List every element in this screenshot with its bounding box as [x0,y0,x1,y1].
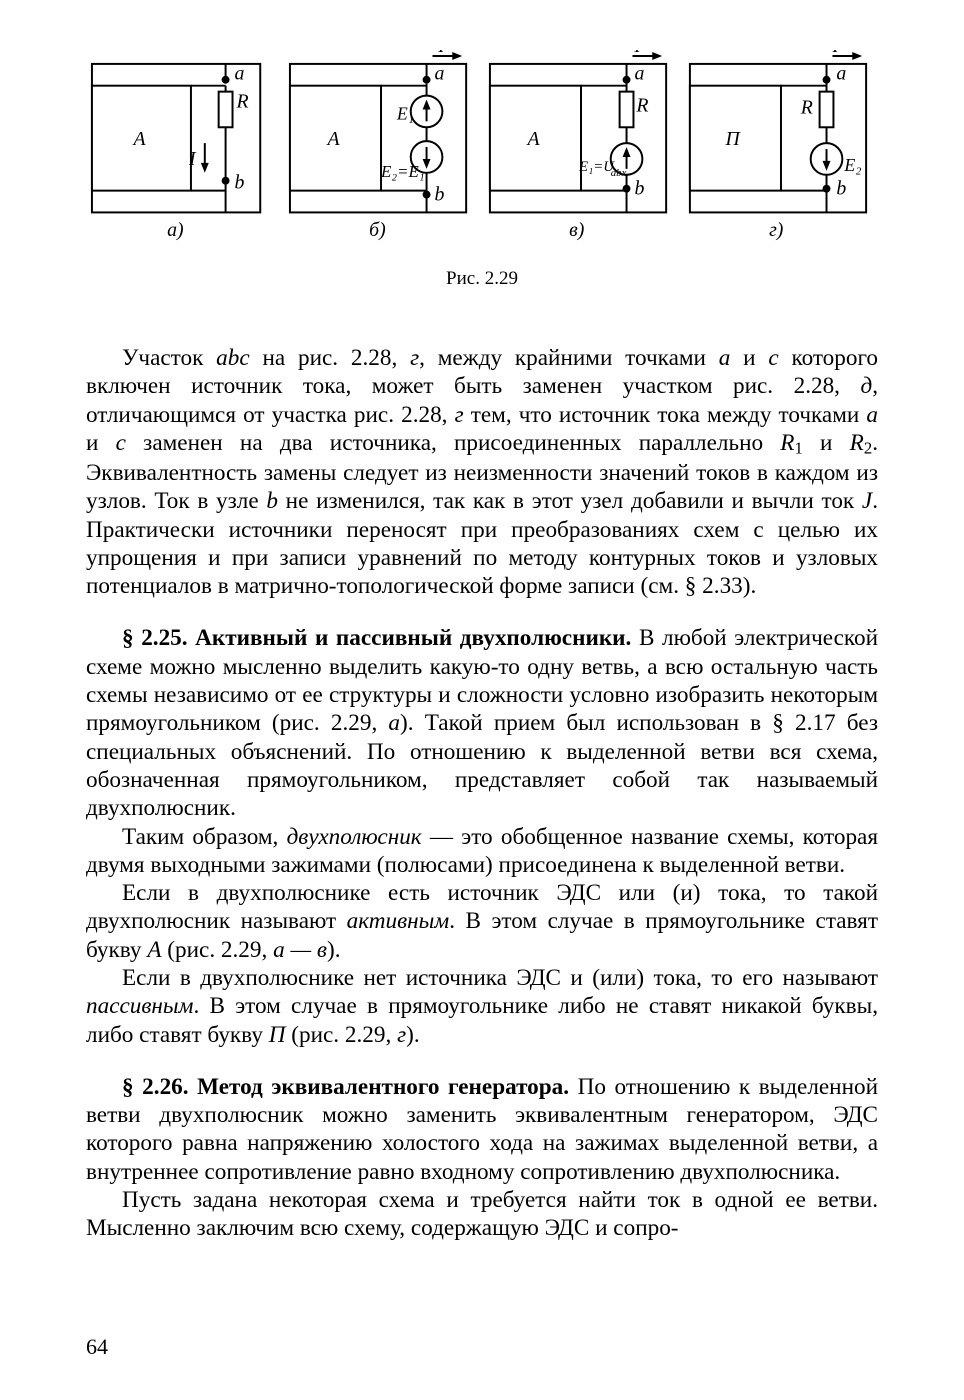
svg-text:R: R [235,90,248,112]
svg-text:abx: abx [611,167,627,179]
para-1: Участок abc на рис. 2.28, г, между крайн… [86,344,878,600]
svg-text:I″: I″ [831,50,846,56]
svg-text:E₂=E₁: E₂=E₁ [380,162,425,181]
svg-text:г): г) [769,219,783,241]
svg-text:б): б) [369,219,386,241]
svg-text:A: A [326,128,341,150]
figure-caption: Рис. 2.29 [86,268,878,290]
svg-text:a: a [434,63,444,85]
para-5: Если в двухполюснике нет источника ЭДС и… [86,964,878,1049]
svg-text:a: a [634,63,644,85]
page-number: 64 [86,1334,108,1360]
svg-text:a: a [836,63,846,85]
svg-text:а): а) [167,219,183,241]
svg-text:A: A [526,128,541,150]
body-text: Участок abc на рис. 2.28, г, между крайн… [86,344,878,1243]
svg-text:E₁: E₁ [396,103,414,123]
svg-text:I′: I′ [633,50,645,56]
svg-text:A: A [132,128,147,150]
para-6: § 2.26. Метод эквивалентного генератора.… [86,1073,878,1186]
figure-2-29: A R a b [86,50,878,290]
para-7: Пусть задана некоторая схема и требуется… [86,1186,878,1243]
svg-text:R: R [800,96,813,118]
svg-text:b: b [434,184,444,206]
svg-text:b: b [836,178,846,200]
svg-text:I: I [437,50,445,56]
svg-text:a: a [235,63,245,85]
svg-text:b: b [634,178,644,200]
svg-text:b: b [235,172,245,194]
svg-text:в): в) [569,219,584,241]
svg-text:I: I [188,148,197,170]
para-2: § 2.25. Активный и пассивный двухполюсни… [86,624,878,822]
svg-text:П: П [725,128,742,150]
para-3: Таким образом, двухполюсник — это обобще… [86,823,878,880]
figure-svg: A R a b [86,50,878,258]
svg-text:E₁=U: E₁=U [578,159,615,175]
svg-text:E₂: E₂ [843,155,861,175]
svg-text:R: R [635,94,648,116]
para-4: Если в двухполюснике есть источник ЭДС и… [86,879,878,964]
